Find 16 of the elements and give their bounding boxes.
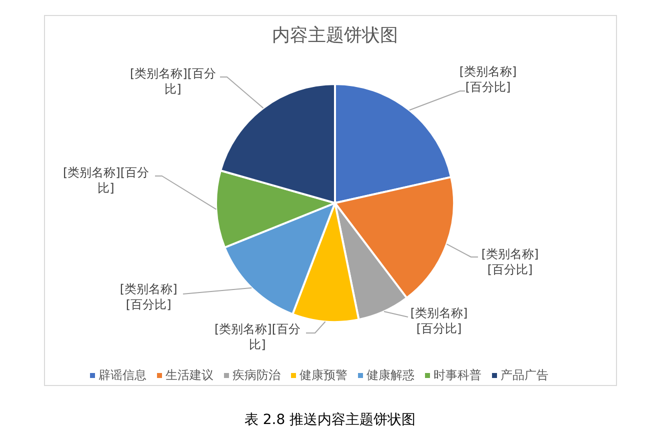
legend-label: 产品广告	[500, 368, 548, 382]
data-label: [类别名称][百分比]	[459, 64, 517, 94]
data-label: [类别名称][百分比]	[120, 282, 178, 312]
legend-label: 疾病防治	[232, 368, 280, 382]
data-label: [类别名称][百分比]	[481, 247, 539, 277]
data-label: [类别名称][百分比]	[130, 66, 216, 96]
chart-title: 内容主题饼状图	[271, 24, 399, 48]
legend-label: 辟谣信息	[98, 368, 146, 382]
data-label: [类别名称][百分比]	[410, 306, 468, 336]
text: 表 2.8 推送内容主题饼状图	[243, 411, 417, 429]
legend-label: 时事科普	[434, 368, 482, 382]
legend-label: 健康预警	[300, 368, 348, 382]
data-label: [类别名称][百分比]	[214, 322, 301, 352]
legend-label: 健康解惑	[366, 368, 414, 382]
data-label: [类别名称][百分比]	[62, 166, 150, 195]
legend-label: 生活建议	[166, 368, 214, 382]
